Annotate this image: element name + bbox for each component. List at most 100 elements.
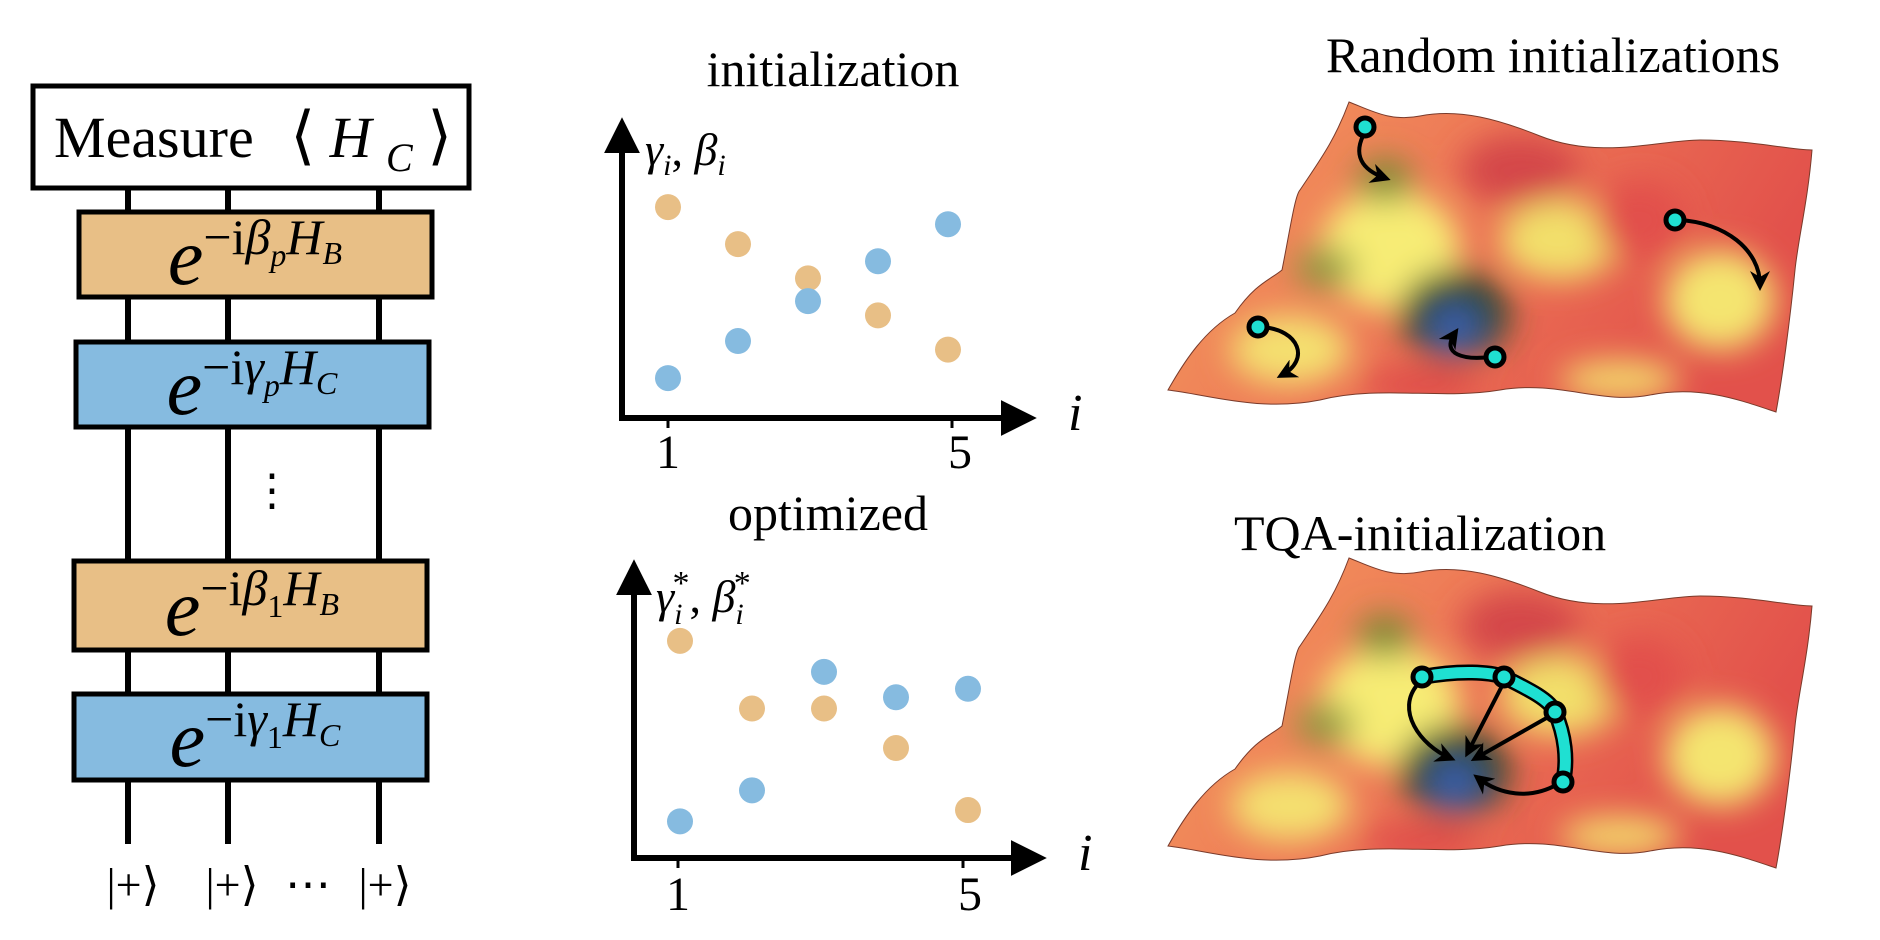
trajectory-arrow [1357, 131, 1391, 183]
gate-op-sub: C [319, 717, 341, 753]
beta-point [725, 231, 751, 258]
landscape-title: Random initializations [1326, 27, 1780, 83]
landscape-tqa: TQA-initialization [1168, 505, 1812, 868]
gate-param: β [242, 560, 268, 616]
start-point-marker [1246, 315, 1270, 339]
gate-cost-1: e−iγ1HC [71, 691, 430, 784]
start-point-marker [1551, 770, 1575, 794]
svg-text:e−iγpHC: e−iγpHC [167, 339, 338, 432]
optimization-trajectories [1261, 131, 1770, 378]
input-state: |+⟩ [205, 859, 258, 910]
gate-mixer-p: e−iβpHB [76, 209, 435, 302]
trajectory-arrow [1465, 683, 1505, 758]
gate-param-sub: p [268, 237, 286, 273]
gamma-point [955, 675, 981, 702]
x-axis-label: i [1068, 385, 1082, 442]
gamma-point [935, 211, 961, 238]
start-point-marker [1543, 700, 1567, 724]
measure-operator: H [329, 105, 375, 170]
gate-cost-p: e−iγpHC [73, 339, 432, 432]
gamma-point [739, 777, 765, 804]
y-axis-label: γi*, βi* [656, 565, 751, 631]
gate-box [73, 339, 432, 430]
beta-point [667, 627, 693, 654]
input-states: |+⟩ |+⟩ ⋯ |+⟩ [106, 859, 411, 910]
svg-text:e−iβ1HB: e−iβ1HB [165, 560, 339, 653]
gate-param-sub: p [262, 367, 280, 403]
gate-base: e [165, 565, 201, 653]
measure-label: Measure [54, 105, 254, 170]
beta-point [935, 336, 961, 363]
gate-param: γ [244, 339, 265, 395]
x-tick-label: 5 [958, 868, 982, 921]
beta-point [883, 735, 909, 762]
plot-title: initialization [707, 41, 960, 97]
gate-box [76, 209, 435, 300]
vertical-ellipsis: ⋮ [250, 466, 294, 515]
gate-box [71, 558, 430, 653]
gate-op: H [282, 691, 322, 747]
gamma-point [655, 365, 681, 392]
gate-op: H [285, 209, 325, 265]
gate-base: e [168, 214, 204, 302]
qaoa-circuit: Measure ⟨ H C ⟩ e−iβpHB e−iγpHC ⋮ e−iβ1H… [30, 83, 472, 910]
trajectory-arrow [1677, 218, 1770, 291]
landscape-random: Random initializations [1168, 27, 1812, 412]
input-state: |+⟩ [358, 859, 411, 910]
trajectory-arrow [1473, 774, 1559, 796]
gamma-point [667, 808, 693, 835]
gamma-point [795, 288, 821, 315]
data-points [667, 627, 981, 835]
start-point-marker [1492, 665, 1516, 689]
start-point-marker [1353, 115, 1377, 139]
measure-box: Measure ⟨ H C ⟩ [30, 83, 472, 191]
gate-param-sub: 1 [267, 719, 283, 755]
trajectory-arrow [1470, 714, 1551, 761]
svg-text:e−iγ1HC: e−iγ1HC [170, 691, 341, 784]
gamma-point [883, 684, 909, 711]
gate-op: H [279, 339, 319, 395]
gate-prefix: −i [205, 691, 247, 747]
start-point-marker [1483, 345, 1507, 369]
gate-prefix: −i [203, 209, 245, 265]
beta-point [865, 302, 891, 329]
x-tick-label: 1 [656, 426, 680, 479]
gate-param-sub: 1 [267, 588, 283, 624]
x-axis-label: i [1078, 825, 1092, 882]
bra-bracket: ⟨ [290, 100, 315, 171]
gate-prefix: −i [202, 339, 244, 395]
start-point-marker [1663, 208, 1687, 232]
trajectory-arrow [1407, 682, 1456, 762]
input-state: |+⟩ [106, 859, 159, 910]
landscape-title: TQA-initialization [1234, 505, 1606, 561]
ket-bracket: ⟩ [427, 100, 452, 171]
beta-point [739, 695, 765, 722]
plot-title: optimized [728, 485, 928, 541]
start-points [1246, 115, 1687, 369]
x-tick-label: 1 [666, 868, 690, 921]
gate-param: β [245, 209, 271, 265]
gate-mixer-1: e−iβ1HB [71, 558, 430, 653]
beta-point [955, 797, 981, 824]
gate-param: γ [247, 691, 268, 747]
beta-point [655, 194, 681, 221]
x-tick-label: 5 [948, 426, 972, 479]
plot-optimized: optimized 1 5 i γi*, βi* [616, 485, 1092, 921]
gate-op-sub: C [316, 365, 338, 401]
gate-base: e [167, 344, 203, 432]
beta-point [811, 695, 837, 722]
gate-box [71, 691, 430, 783]
beta-point [795, 265, 821, 292]
trajectory-arrow [1438, 328, 1491, 360]
input-ellipsis: ⋯ [285, 859, 331, 910]
gate-prefix: −i [200, 560, 242, 616]
gamma-point [865, 248, 891, 275]
gate-base: e [170, 696, 206, 784]
start-point-marker [1410, 665, 1434, 689]
data-points [655, 194, 961, 392]
gamma-point [725, 328, 751, 355]
gate-op-sub: B [320, 586, 340, 622]
svg-text:Measure ⟨ H: Measure ⟨ H C ⟩ [54, 100, 452, 184]
plot-initialization: initialization 1 5 i γi, βi [604, 41, 1082, 479]
